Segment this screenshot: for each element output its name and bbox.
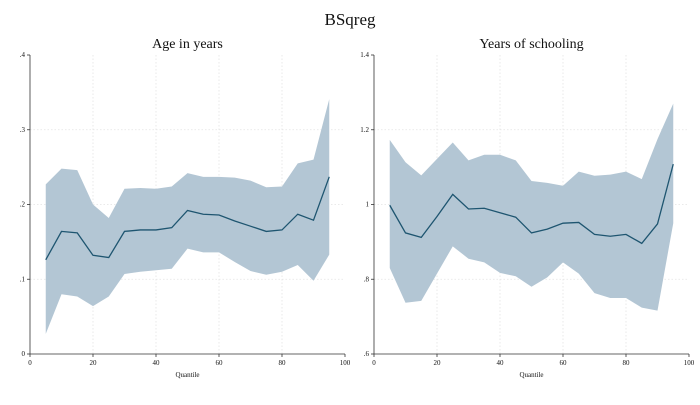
figure-title: BSqreg [324, 10, 376, 29]
x-tick-label: 80 [279, 359, 287, 367]
x-tick-label: 80 [623, 359, 631, 367]
y-tick-label: 1.4 [360, 51, 369, 59]
x-tick-label: 100 [684, 359, 695, 367]
x-tick-label: 40 [497, 359, 505, 367]
y-tick-label: 1 [366, 201, 370, 209]
chart-panel-1: 0 .1 .2 .3 .4 0 20 40 60 80 100 Quantile Age in year… [20, 37, 351, 379]
y-tick-label: .2 [20, 201, 26, 209]
x-axis-title: Quantile [175, 371, 199, 379]
y-tick-label: .1 [20, 275, 26, 283]
panel-title: Years of schooling [479, 37, 583, 52]
x-tick-label: 20 [434, 359, 442, 367]
y-tick-label: .6 [364, 350, 370, 358]
y-tick-label: .3 [20, 126, 26, 134]
confidence-band [45, 99, 330, 334]
x-tick-label: 60 [560, 359, 568, 367]
confidence-band [389, 103, 674, 311]
y-tick-label: 1.2 [360, 126, 369, 134]
estimate-line [45, 176, 330, 261]
y-tick-label: .8 [364, 275, 370, 283]
x-tick-label: 20 [90, 359, 98, 367]
x-tick-label: 60 [216, 359, 224, 367]
x-axis-title: Quantile [519, 371, 543, 379]
x-tick-label: 0 [28, 359, 32, 367]
x-tick-label: 100 [340, 359, 351, 367]
chart-panel-2: .6 .8 1 1.2 1.4 0 20 40 60 80 100 Quantile Years of … [360, 37, 695, 379]
estimate-line [389, 163, 674, 245]
x-tick-label: 40 [153, 359, 161, 367]
x-tick-label: 0 [372, 359, 376, 367]
y-tick-label: .4 [20, 51, 26, 59]
panel-title: Age in years [152, 37, 223, 52]
y-tick-label: 0 [22, 350, 26, 358]
